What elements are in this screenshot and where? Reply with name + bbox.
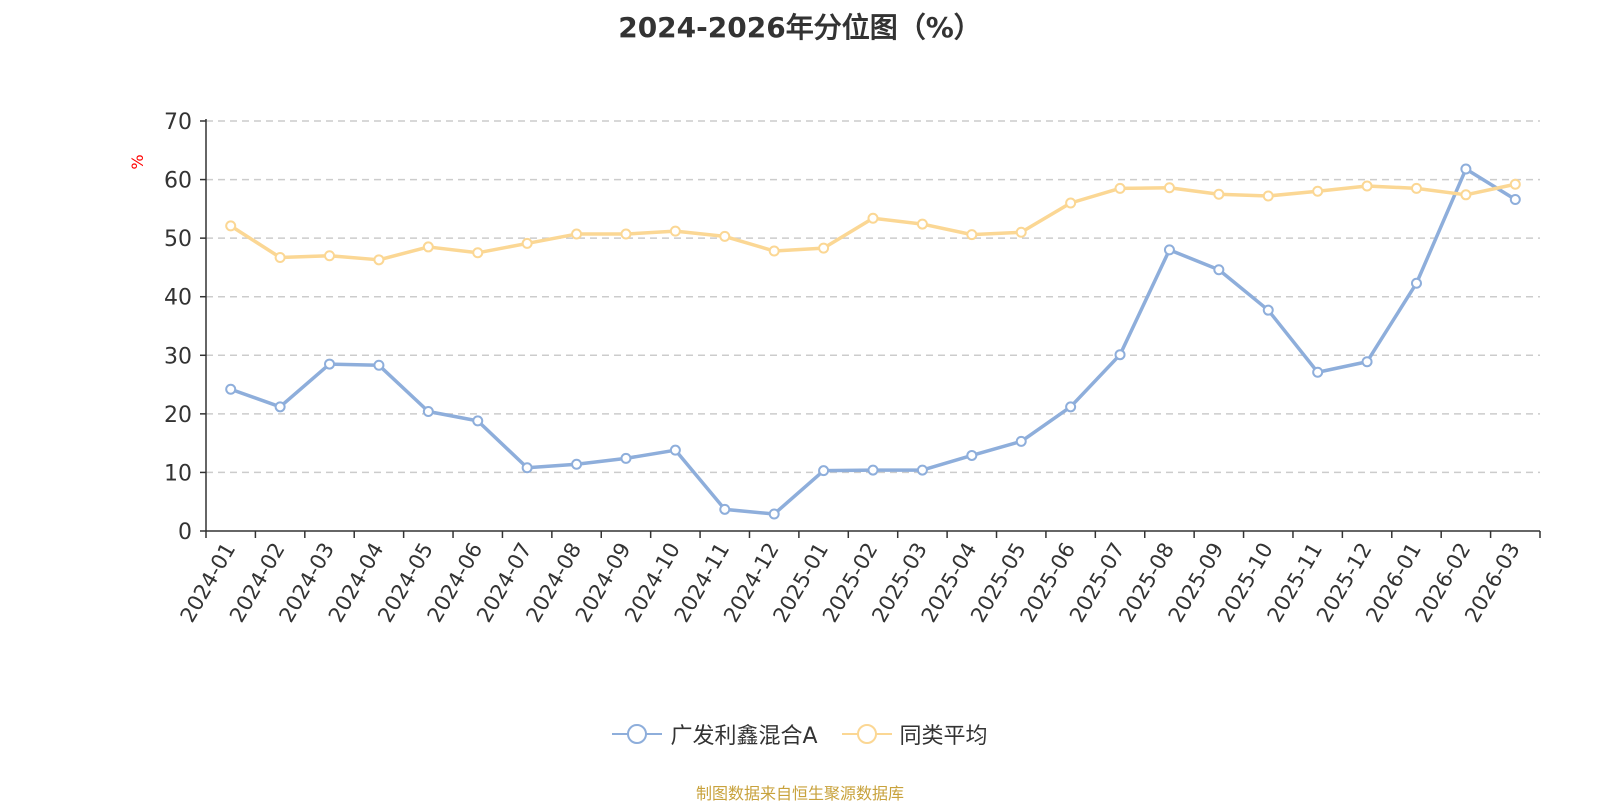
data-point[interactable] [472,415,484,427]
data-point[interactable] [1410,277,1422,289]
data-point[interactable] [1015,226,1027,238]
data-point[interactable] [422,406,434,418]
chart-title: 2024-2026年分位图（%） [618,11,982,44]
data-point[interactable] [1213,264,1225,276]
data-point[interactable] [768,508,780,520]
data-point[interactable] [1361,180,1373,192]
data-point[interactable] [719,230,731,242]
data-point[interactable] [620,452,632,464]
legend-item-series-1[interactable]: 广发利鑫混合A [612,718,818,750]
data-point[interactable] [719,503,731,515]
data-point[interactable] [274,251,286,263]
y-tick-label: 10 [164,461,192,486]
legend: 广发利鑫混合A 同类平均 [0,718,1600,750]
data-point[interactable] [324,358,336,370]
data-point[interactable] [1509,178,1521,190]
data-point[interactable] [225,220,237,232]
data-point[interactable] [571,228,583,240]
data-point[interactable] [1262,190,1274,202]
data-point[interactable] [1361,356,1373,368]
legend-item-series-2[interactable]: 同类平均 [841,718,988,750]
data-point[interactable] [867,464,879,476]
data-point[interactable] [966,449,978,461]
data-point[interactable] [620,228,632,240]
data-point[interactable] [1460,163,1472,175]
legend-label-series-2: 同类平均 [899,724,988,749]
data-point[interactable] [324,250,336,262]
data-point[interactable] [1163,182,1175,194]
y-tick-label: 50 [164,227,192,252]
y-tick-label: 70 [164,110,192,135]
data-point[interactable] [373,359,385,371]
y-tick-label: 60 [164,169,192,194]
data-point[interactable] [373,254,385,266]
data-point[interactable] [768,245,780,257]
data-point[interactable] [1065,401,1077,413]
data-point[interactable] [422,241,434,253]
y-tick-label: 40 [164,286,192,311]
y-axis-label: % [128,154,147,169]
data-point[interactable] [966,229,978,241]
data-point[interactable] [1065,197,1077,209]
legend-label-series-1: 广发利鑫混合A [670,724,818,749]
legend-marker-series-2 [841,724,892,744]
data-point[interactable] [1312,366,1324,378]
data-point[interactable] [1015,435,1027,447]
data-point[interactable] [1410,182,1422,194]
data-point[interactable] [669,444,681,456]
data-point[interactable] [1460,189,1472,201]
data-point[interactable] [521,462,533,474]
data-point[interactable] [1163,244,1175,256]
data-point[interactable] [1312,185,1324,197]
data-point[interactable] [1114,182,1126,194]
data-point[interactable] [274,401,286,413]
data-point[interactable] [1114,349,1126,361]
data-point[interactable] [916,218,928,230]
data-point[interactable] [571,458,583,470]
data-point[interactable] [1262,304,1274,316]
series-1 [225,163,1521,520]
data-point[interactable] [1509,193,1521,205]
series-2 [225,178,1521,266]
y-tick-label: 20 [164,403,192,428]
legend-marker-series-1 [612,724,663,744]
series-lines [225,163,1521,520]
data-point[interactable] [225,383,237,395]
data-point[interactable] [867,212,879,224]
data-point[interactable] [472,247,484,259]
y-tick-label: 30 [164,344,192,369]
data-point[interactable] [1213,188,1225,200]
data-point[interactable] [669,225,681,237]
data-point[interactable] [521,237,533,249]
data-source-note: 制图数据来自恒生聚源数据库 [695,784,904,803]
data-point[interactable] [818,242,830,254]
data-point[interactable] [916,464,928,476]
y-tick-label: 0 [178,520,192,545]
grid-lines [206,120,1540,474]
data-point[interactable] [818,465,830,477]
